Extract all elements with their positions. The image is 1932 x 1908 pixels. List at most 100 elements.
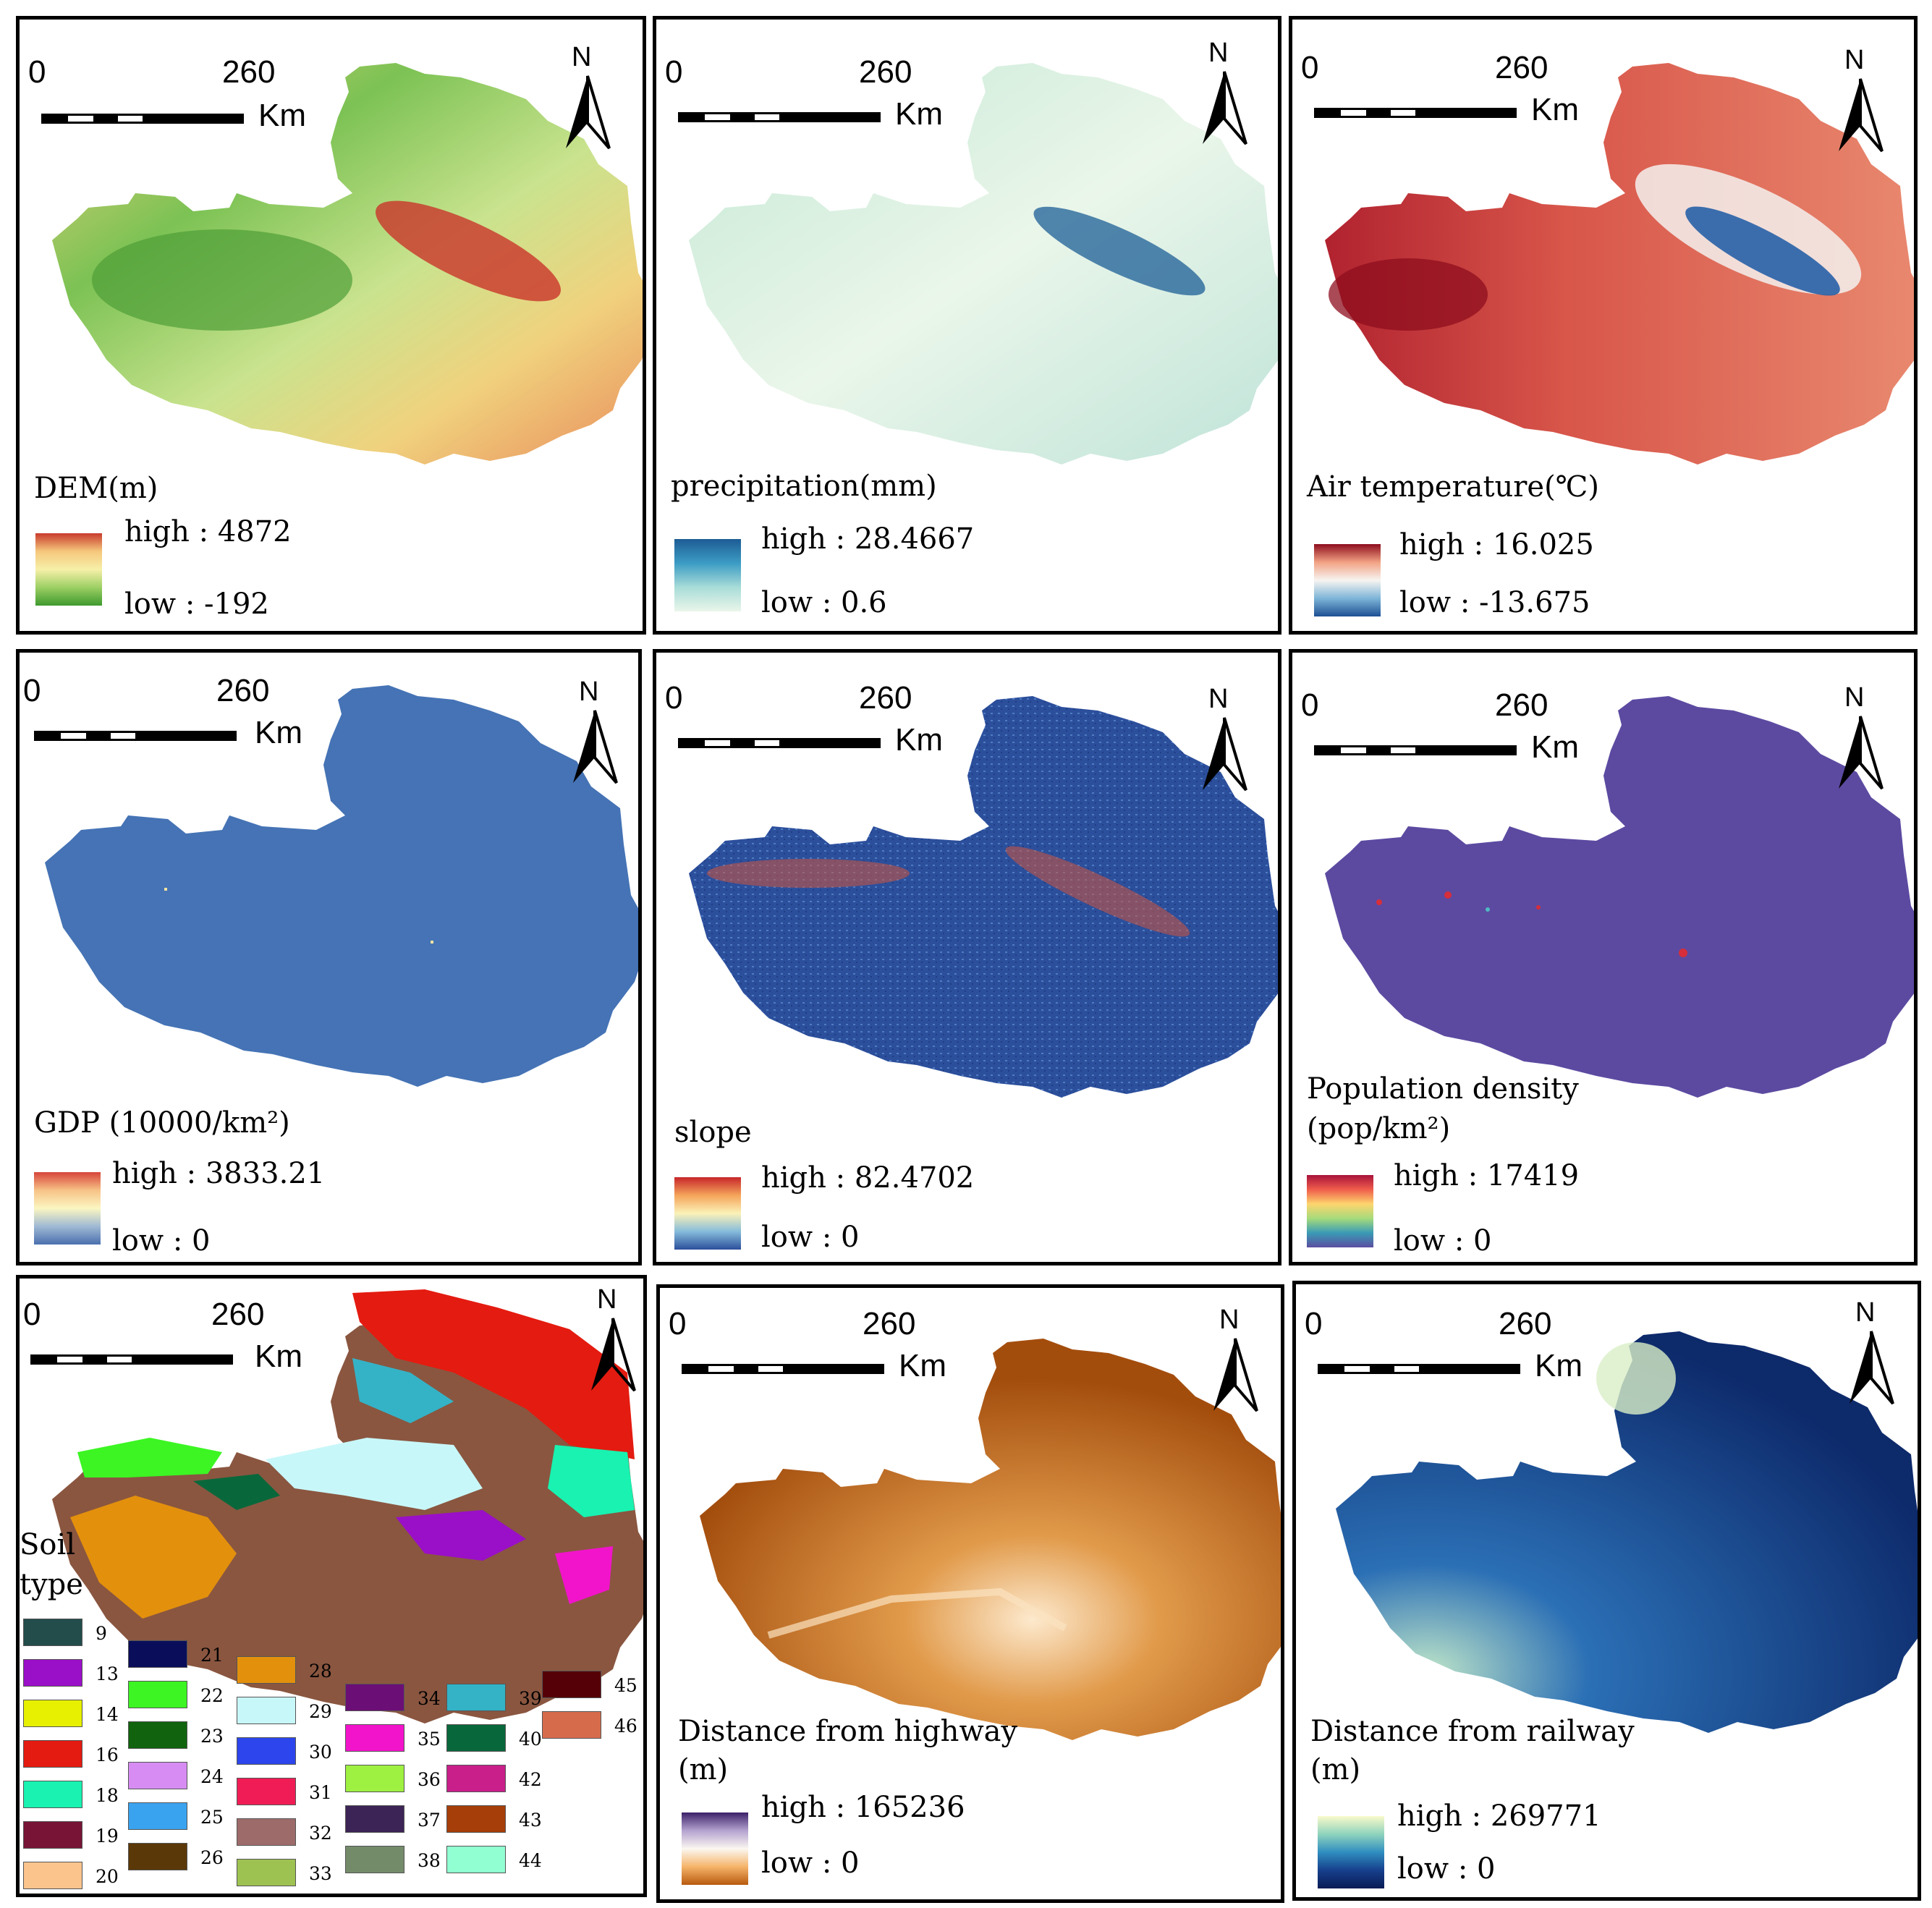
precip-ramp	[674, 539, 741, 611]
scale-zero: 0	[1305, 1306, 1323, 1341]
highway-corridor	[767, 1587, 1067, 1639]
panel-slope: 0 260 Km N slope high : 82.4702 low : 0	[653, 649, 1281, 1265]
scale-distance: 260	[222, 54, 276, 90]
soil-swatch-29	[237, 1697, 296, 1724]
soil-swatch-19	[23, 1821, 82, 1849]
north-arrow-icon: N	[1203, 684, 1247, 792]
gdp-hotspot	[164, 888, 167, 891]
north-arrow-icon: N	[566, 42, 611, 150]
soil-label-39: 39	[519, 1688, 542, 1709]
panel-temp: 0 260 Km N Air temperature(℃) high : 16.…	[1289, 16, 1918, 635]
scale-unit: Km	[1531, 92, 1579, 127]
dem-basin	[92, 229, 352, 331]
scale-bar	[34, 731, 237, 741]
precip-title: precipitation(mm)	[671, 470, 937, 503]
scale-zero: 0	[23, 673, 41, 708]
soil-map	[52, 1289, 643, 1723]
railway-title-unit: (m)	[1310, 1753, 1361, 1786]
soil-swatch-46	[542, 1711, 601, 1739]
slope-title: slope	[674, 1116, 752, 1149]
soil-label-18: 18	[96, 1785, 119, 1806]
soil-zone-22	[77, 1438, 222, 1477]
soil-swatch-22	[128, 1681, 187, 1708]
temp-cold-zone	[1685, 206, 1840, 296]
soil-label-33: 33	[309, 1863, 332, 1884]
svg-text:N: N	[572, 42, 591, 72]
soil-label-28: 28	[309, 1661, 332, 1682]
dem-mountain-ridge	[375, 200, 562, 302]
svg-text:N: N	[1855, 1297, 1875, 1328]
soil-swatch-45	[542, 1671, 601, 1698]
svg-text:N: N	[597, 1284, 617, 1315]
pop-low: low : 0	[1394, 1224, 1492, 1258]
temp-hot-zone	[1329, 258, 1488, 331]
scale-zero: 0	[28, 54, 46, 90]
scale-bar	[682, 1364, 884, 1374]
pop-hotspot	[1679, 949, 1687, 957]
railway-map	[1336, 1331, 1918, 1733]
railway-ramp	[1318, 1816, 1384, 1888]
panel-precip: 0 260 Km N precipitation(mm) high : 28.4…	[653, 16, 1281, 635]
scale-unit: Km	[895, 722, 943, 758]
panel-railway: 0 260 Km N Distance from railway (m) hig…	[1292, 1281, 1921, 1901]
soil-zone-35	[555, 1546, 613, 1604]
svg-text:N: N	[1844, 682, 1864, 713]
dem-map	[52, 63, 643, 465]
temp-high: high : 16.025	[1399, 528, 1594, 561]
railway-low: low : 0	[1397, 1852, 1496, 1886]
soil-label-44: 44	[519, 1850, 542, 1871]
precip-high: high : 28.4667	[761, 522, 975, 556]
soil-label-46: 46	[614, 1716, 637, 1737]
svg-text:N: N	[579, 677, 598, 707]
soil-zone-16	[352, 1289, 635, 1459]
precip-low: low : 0.6	[761, 586, 887, 619]
soil-label-40: 40	[519, 1729, 542, 1750]
scale-bar	[30, 1354, 233, 1365]
gdp-high: high : 3833.21	[112, 1157, 326, 1190]
soil-swatch-13	[23, 1659, 82, 1687]
dem-high: high : 4872	[124, 515, 292, 548]
slope-map	[689, 696, 1278, 1098]
north-arrow-icon: N	[1839, 45, 1884, 153]
soil-swatch-25	[128, 1802, 187, 1830]
scale-distance: 260	[859, 54, 912, 90]
scale-bar	[1318, 1364, 1520, 1374]
panel-highway: 0 260 Km N Distance from highway (m) hig…	[656, 1284, 1284, 1903]
soil-swatch-28	[237, 1656, 296, 1684]
scale-unit: Km	[1531, 729, 1579, 765]
soil-label-35: 35	[418, 1729, 441, 1750]
soil-label-9: 9	[96, 1623, 107, 1644]
highway-map	[700, 1339, 1281, 1740]
scale-bar	[41, 114, 244, 124]
pop-map	[1325, 696, 1914, 1098]
soil-label-21: 21	[200, 1645, 224, 1666]
scale-distance: 260	[1499, 1306, 1552, 1341]
scale-unit: Km	[1535, 1348, 1583, 1383]
panel-soil: 0 260 Km N Soil type 9 13 14 16 18 19 20 21 22 23…	[16, 1275, 647, 1897]
pop-hotspot	[1536, 905, 1541, 910]
soil-zone-28	[70, 1496, 237, 1619]
scale-zero: 0	[669, 1306, 687, 1341]
scale-bar	[1314, 108, 1517, 118]
soil-swatch-9	[23, 1619, 82, 1646]
pop-title: Population density	[1307, 1072, 1579, 1106]
soil-label-42: 42	[519, 1769, 542, 1790]
svg-text:N: N	[1219, 1305, 1239, 1335]
scale-distance: 260	[863, 1306, 916, 1341]
scale-distance: 260	[216, 673, 270, 708]
north-arrow-icon: N	[591, 1284, 636, 1392]
scale-distance: 260	[1495, 50, 1548, 85]
highway-low: low : 0	[761, 1846, 860, 1880]
soil-swatch-30	[237, 1737, 296, 1765]
soil-swatch-36	[345, 1765, 404, 1792]
temp-title: Air temperature(℃)	[1307, 470, 1600, 504]
soil-label-26: 26	[200, 1847, 224, 1868]
soil-label-22: 22	[200, 1685, 224, 1706]
soil-title: Soil	[20, 1528, 76, 1561]
soil-label-36: 36	[418, 1769, 441, 1790]
soil-label-30: 30	[309, 1742, 332, 1763]
scale-unit: Km	[258, 98, 306, 133]
soil-label-34: 34	[418, 1688, 441, 1709]
soil-swatch-32	[237, 1818, 296, 1846]
pop-high: high : 17419	[1394, 1159, 1580, 1192]
